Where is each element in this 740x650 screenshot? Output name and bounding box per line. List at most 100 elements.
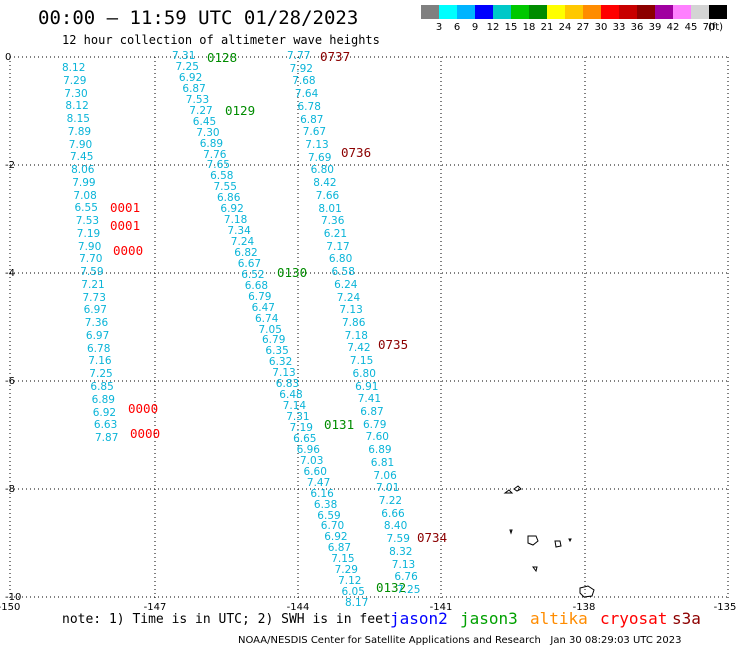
swh-value-label: 6.60: [303, 465, 327, 478]
swh-value-label: 6.79: [363, 418, 387, 431]
pass-time-label: 0001: [110, 200, 141, 215]
swh-value-label: 7.70: [79, 253, 103, 266]
swh-value-label: 6.55: [74, 202, 98, 215]
swh-value-label: 6.24: [334, 278, 358, 291]
swh-value-label: 7.21: [81, 278, 105, 291]
swh-value-label: 6.80: [328, 253, 353, 266]
colorbar-unit: (ft): [708, 22, 724, 33]
colorbar-swatch: [637, 5, 655, 19]
swh-value-label: 6.97: [85, 329, 110, 342]
swh-value-label: 6.65: [293, 432, 317, 445]
colorbar-label: 24: [558, 22, 572, 33]
colorbar-swatch: [457, 5, 475, 19]
colorbar-label: 27: [576, 22, 590, 33]
swh-value-label: 7.13: [305, 139, 329, 151]
colorbar-swatch: [619, 5, 637, 19]
colorbar-swatch: [709, 5, 727, 19]
swh-value-label: 6.74: [255, 312, 279, 325]
swh-value-label: 7.31: [172, 50, 196, 62]
swh-value-label: 7.05: [258, 323, 282, 336]
swh-value-label: 7.15: [331, 553, 355, 566]
pass-time-label: 0735: [378, 337, 409, 352]
pass-time-label: 0000: [113, 243, 144, 258]
satellite-jason3: jason3: [460, 609, 518, 628]
swh-value-label: 7.13: [391, 558, 416, 571]
swh-value-label: 7.77: [287, 50, 311, 62]
swh-value-label: 7.53: [75, 215, 100, 228]
colorbar-swatch: [511, 5, 529, 19]
colorbar-swatch: [673, 5, 691, 19]
swh-value-label: 7.64: [294, 88, 319, 101]
lon-label: -135: [713, 602, 737, 613]
swh-value-label: 7.19: [76, 227, 101, 240]
swh-value-label: 7.55: [213, 181, 237, 194]
swh-value-label: 6.78: [297, 100, 321, 113]
swh-value-label: 7.87: [95, 432, 119, 444]
swh-value-label: 7.29: [334, 564, 358, 577]
swh-value-label: 6.48: [279, 389, 303, 402]
swh-value-label: 6.67: [237, 257, 262, 270]
swh-value-label: 7.14: [282, 400, 307, 413]
swh-value-label: 7.90: [68, 138, 93, 151]
pass-time-label: 0130: [277, 265, 308, 280]
swh-value-label: 7.18: [223, 214, 248, 227]
colorbar-swatch: [529, 5, 547, 19]
swh-value-label: 7.25: [397, 584, 421, 596]
satellite-jason2: jason2: [390, 609, 448, 628]
swh-value-label: 7.25: [175, 60, 199, 73]
swh-value-label: 7.59: [386, 533, 410, 546]
graticule: [9, 56, 729, 598]
lon-label: -147: [143, 602, 167, 613]
swh-value-label: 7.30: [64, 87, 88, 100]
swh-value-label: 7.36: [84, 317, 109, 330]
footer-credit: NOAA/NESDIS Center for Satellite Applica…: [238, 635, 682, 646]
swh-value-label: 7.12: [338, 575, 362, 588]
swh-value-label: 7.86: [342, 317, 366, 329]
swh-value-label: 6.83: [275, 378, 300, 391]
swh-value-label: 7.68: [292, 75, 316, 88]
pass-time-label: 0001: [110, 218, 141, 233]
pass-time-label: 0000: [130, 426, 161, 441]
pass-time-label: 0000: [128, 401, 159, 416]
swh-value-label: 6.92: [92, 406, 117, 419]
pass-time-label: 0131: [324, 417, 355, 432]
colorbar-swatch: [421, 5, 439, 19]
swh-value-label: 7.27: [189, 104, 213, 117]
swh-value-label: 7.73: [82, 291, 106, 304]
colorbar-label: 70: [702, 22, 716, 33]
pass-time-label: 0736: [341, 145, 372, 160]
swh-value-label: 6.80: [352, 367, 376, 380]
colorbar-swatch: [601, 5, 619, 19]
swh-value-label: 7.90: [77, 240, 102, 253]
swh-value-label: 6.21: [323, 228, 348, 240]
lat-label: -10: [5, 592, 22, 603]
colorbar-label: 3: [435, 22, 443, 33]
island-outline: [509, 529, 513, 535]
island-outline: [532, 566, 538, 573]
swh-value-label: 7.31: [286, 411, 310, 423]
swh-value-label: 8.40: [383, 520, 408, 533]
colorbar-swatch: [583, 5, 601, 19]
swh-value-label: 7.36: [321, 215, 345, 228]
swh-value-label: 6.59: [317, 509, 341, 522]
swh-value-label: 7.30: [196, 126, 220, 139]
swh-value-label: 6.92: [220, 203, 244, 216]
swh-value-label: 7.67: [302, 126, 327, 139]
colorbar-swatch: [565, 5, 583, 19]
colorbar-swatch: [655, 5, 673, 19]
swh-value-label: 7.17: [326, 240, 350, 253]
swh-value-label: 7.16: [88, 355, 112, 368]
swh-value-label: 6.86: [217, 192, 241, 205]
swh-value-label: 6.58: [331, 266, 355, 279]
satellite-altika: altika: [530, 609, 588, 628]
swh-value-label: 6.89: [91, 393, 115, 406]
swh-value-label: 7.99: [72, 176, 96, 189]
pass-time-label: 0128: [207, 50, 238, 65]
colorbar-swatch: [493, 5, 511, 19]
colorbar-swatch: [547, 5, 565, 19]
swh-value-label: 6.68: [244, 279, 269, 292]
swh-value-label: 7.76: [203, 148, 227, 161]
colorbar-swatch: [475, 5, 493, 19]
swh-value-label: 7.89: [67, 125, 92, 138]
